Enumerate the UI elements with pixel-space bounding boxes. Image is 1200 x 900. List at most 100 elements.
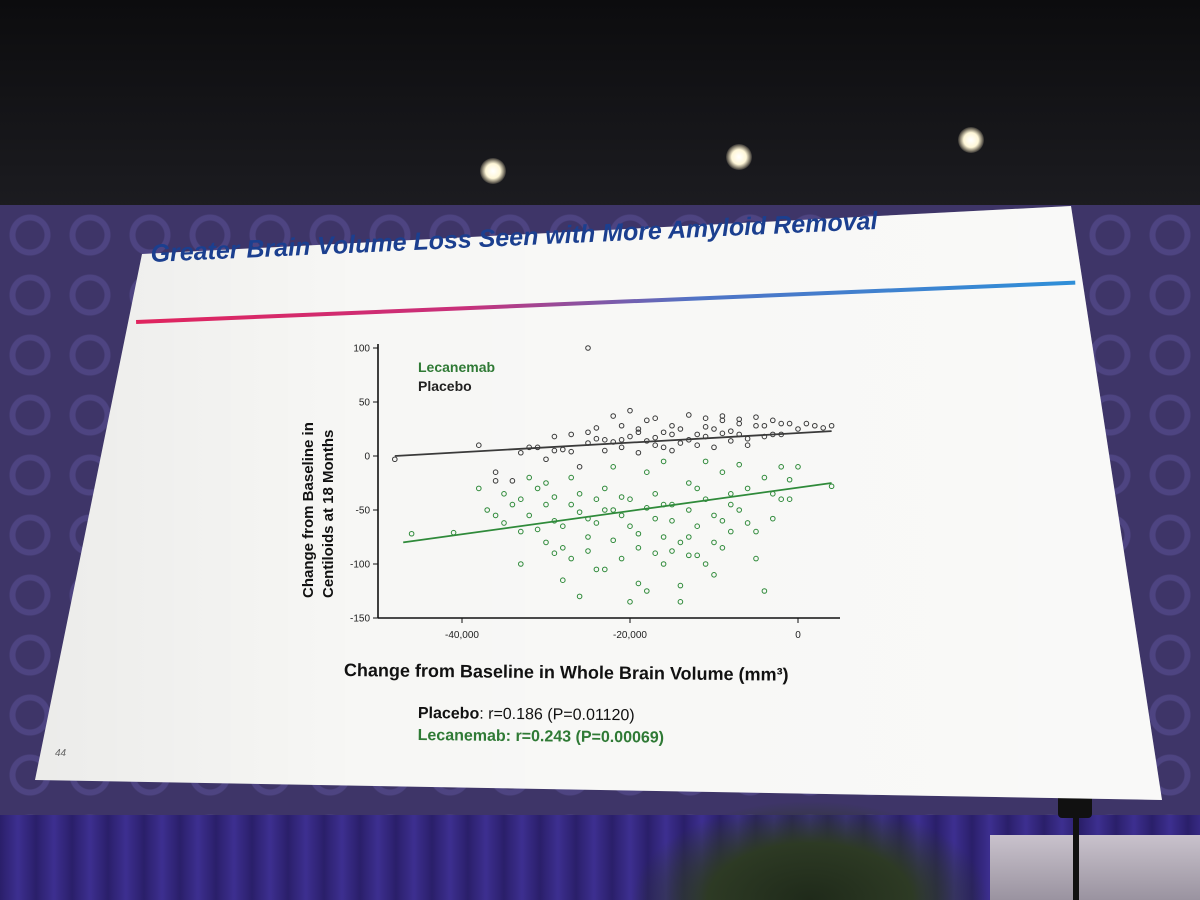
placebo-data-point xyxy=(803,420,810,427)
placebo-data-point xyxy=(602,447,608,454)
lecanemab-stat-row: Lecanemab: r=0.243 (P=0.00069) xyxy=(418,727,665,748)
lecanemab-data-point xyxy=(560,523,566,530)
placebo-data-point xyxy=(728,428,734,434)
placebo-data-point xyxy=(593,425,600,431)
placebo-data-point xyxy=(711,444,717,451)
placebo-data-point xyxy=(702,424,709,430)
y-tick-label: 0 xyxy=(364,452,370,463)
placebo-data-point xyxy=(744,442,751,449)
lecanemab-data-point xyxy=(761,588,768,594)
lecanemab-data-point xyxy=(492,512,499,519)
lecanemab-data-point xyxy=(669,548,675,554)
series-layer xyxy=(392,345,835,605)
lecanemab-data-point xyxy=(652,491,659,497)
placebo-data-point xyxy=(812,422,818,429)
lecanemab-data-point xyxy=(669,518,675,524)
podium xyxy=(990,835,1200,900)
lecanemab-data-point xyxy=(484,507,491,513)
correlation-stats: Placebo: r=0.186 (P=0.01120) Lecanemab: … xyxy=(418,705,665,752)
lecanemab-data-point xyxy=(576,491,583,497)
lecanemab-data-point xyxy=(795,464,801,470)
placebo-data-point xyxy=(753,414,759,420)
placebo-data-point xyxy=(618,437,625,443)
lecanemab-stat-name: Lecanemab: xyxy=(417,726,512,745)
placebo-data-point xyxy=(492,469,499,476)
placebo-stat-row: Placebo: r=0.186 (P=0.01120) xyxy=(418,705,665,726)
lecanemab-data-point xyxy=(711,512,717,519)
lecanemab-data-point xyxy=(786,476,793,483)
lecanemab-stat-value: r=0.243 (P=0.00069) xyxy=(510,727,665,747)
placebo-data-point xyxy=(618,422,625,429)
lecanemab-data-point xyxy=(526,474,533,481)
placebo-data-point xyxy=(786,420,793,427)
lecanemab-data-point xyxy=(736,507,743,513)
y-axis-label-line2: Centiloids at 18 Months xyxy=(320,430,337,598)
lecanemab-data-point xyxy=(736,461,743,468)
y-tick-label: -150 xyxy=(350,614,370,625)
y-axis-label-line1: Change from Baseline in xyxy=(300,422,317,598)
lecanemab-data-point xyxy=(518,561,524,567)
x-tick-label: -20,000 xyxy=(613,630,647,641)
placebo-data-point xyxy=(509,478,516,484)
lecanemab-data-point xyxy=(551,494,558,500)
lecanemab-data-point xyxy=(728,491,734,497)
legend-placebo: Placebo xyxy=(418,378,472,394)
placebo-data-point xyxy=(660,444,667,451)
placebo-data-point xyxy=(585,345,591,351)
y-tick-label: 50 xyxy=(359,398,371,409)
lecanemab-data-point xyxy=(719,469,726,476)
lecanemab-data-point xyxy=(610,537,617,544)
placebo-data-point xyxy=(551,433,558,440)
microphone-stand xyxy=(1073,815,1079,900)
placebo-data-point xyxy=(694,442,701,449)
placebo-data-point xyxy=(644,417,650,424)
lecanemab-data-point xyxy=(753,528,759,535)
lecanemab-data-point xyxy=(618,512,625,519)
placebo-data-point xyxy=(543,456,549,463)
placebo-stat-value: : r=0.186 (P=0.01120) xyxy=(479,705,635,725)
lecanemab-data-point xyxy=(694,523,701,530)
lecanemab-data-point xyxy=(770,515,776,522)
lecanemab-data-point xyxy=(476,485,482,492)
lecanemab-data-point xyxy=(702,496,709,503)
lecanemab-data-point xyxy=(719,518,726,524)
lecanemab-data-point xyxy=(551,550,558,557)
lecanemab-data-point xyxy=(728,501,734,508)
lecanemab-data-point xyxy=(627,523,633,530)
placebo-data-point xyxy=(585,429,591,436)
placebo-data-point xyxy=(795,426,801,432)
lecanemab-data-point xyxy=(686,534,692,540)
placebo-data-point xyxy=(610,413,617,419)
placebo-data-point xyxy=(669,447,675,454)
stage-light xyxy=(726,144,752,170)
lecanemab-data-point xyxy=(509,501,516,508)
y-tick-label: -100 xyxy=(350,560,370,571)
placebo-data-point xyxy=(736,416,743,423)
lecanemab-data-point xyxy=(694,552,701,559)
lecanemab-data-point xyxy=(660,534,667,540)
placebo-stat-name: Placebo xyxy=(417,705,480,723)
lecanemab-data-point xyxy=(543,501,549,508)
lecanemab-data-point xyxy=(694,485,701,492)
placebo-data-point xyxy=(694,431,701,438)
lecanemab-data-point xyxy=(543,480,549,486)
y-tick-label: 100 xyxy=(353,344,370,355)
lecanemab-data-point xyxy=(778,496,785,503)
lecanemab-data-point xyxy=(518,528,524,535)
placebo-data-point xyxy=(744,435,751,442)
lecanemab-data-point xyxy=(618,494,625,500)
placebo-data-point xyxy=(828,422,835,429)
placebo-data-point xyxy=(719,430,726,437)
placebo-data-point xyxy=(761,422,768,429)
lecanemab-data-point xyxy=(686,552,692,559)
y-tick-label: -50 xyxy=(356,506,371,517)
lecanemab-data-point xyxy=(576,509,583,515)
placebo-data-point xyxy=(635,429,642,436)
placebo-data-point xyxy=(669,431,675,438)
placebo-data-point xyxy=(492,478,499,484)
lecanemab-data-point xyxy=(518,496,524,503)
placebo-data-point xyxy=(392,456,398,463)
lecanemab-data-point xyxy=(711,572,717,578)
